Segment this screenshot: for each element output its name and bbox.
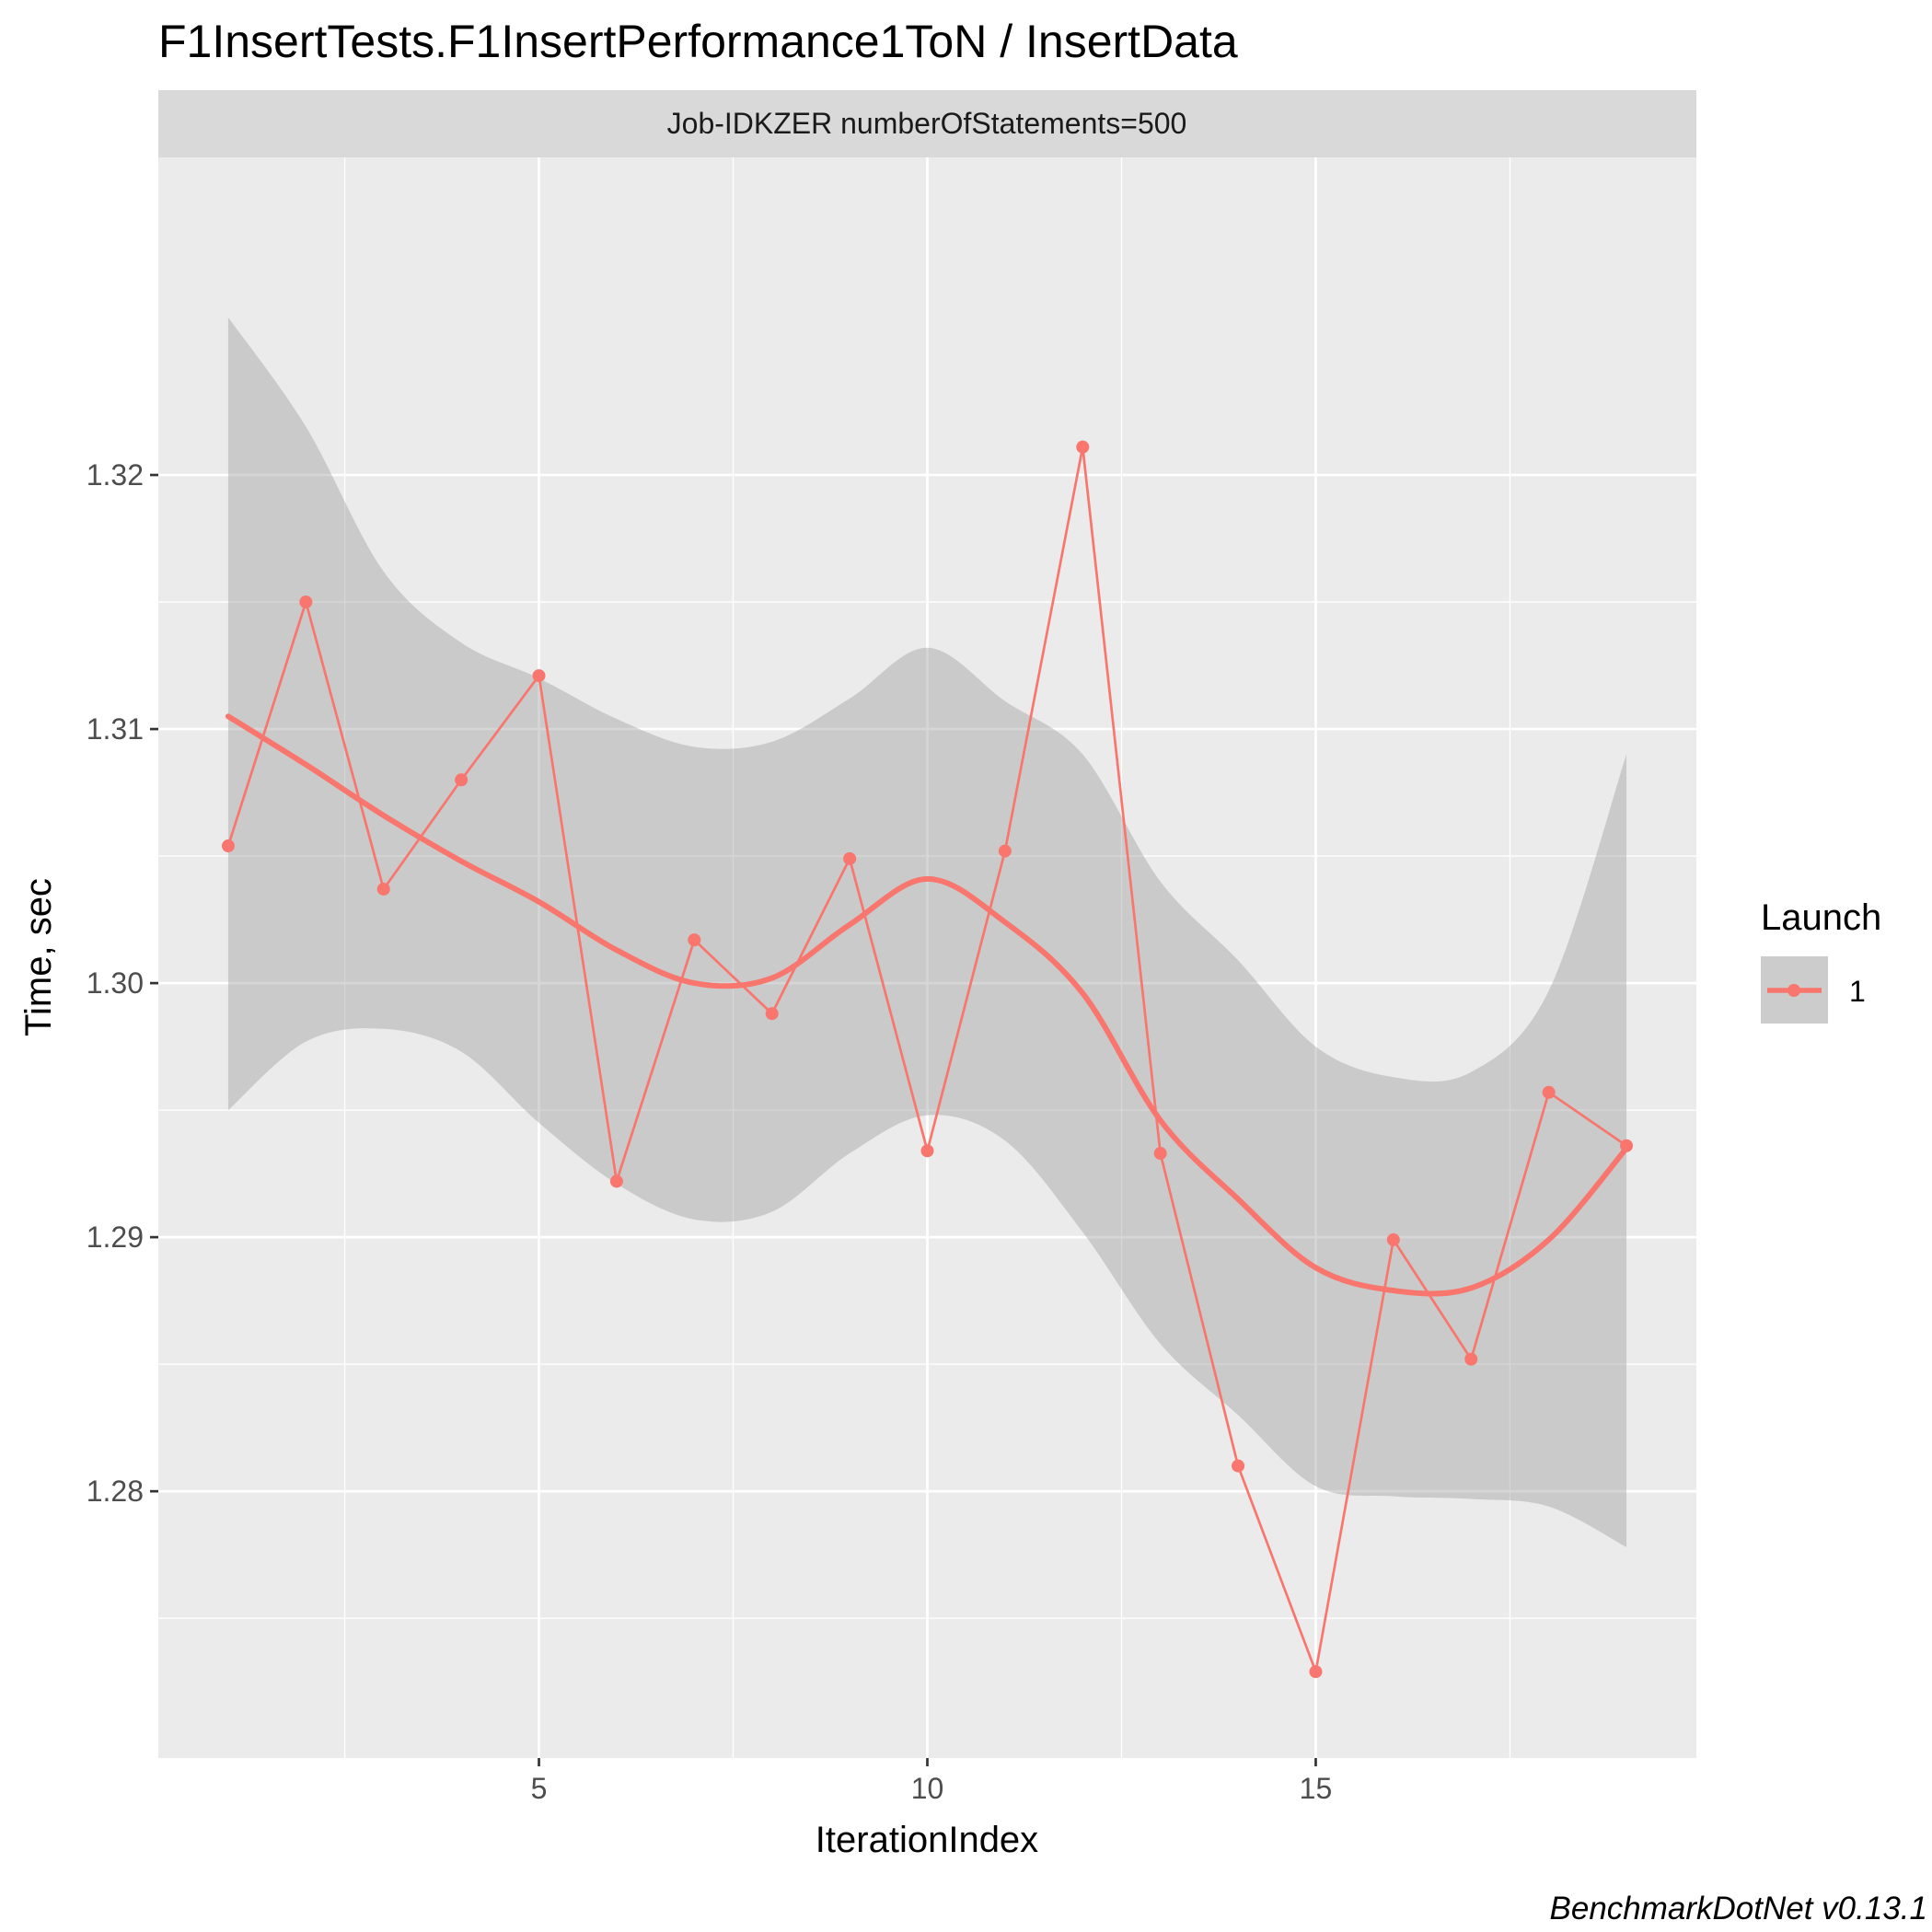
data-point bbox=[765, 1007, 779, 1021]
y-tick-label: 1.31 bbox=[87, 712, 144, 746]
y-tick-label: 1.29 bbox=[87, 1221, 144, 1254]
smooth-curve bbox=[225, 713, 1630, 1297]
data-point bbox=[1309, 1665, 1323, 1679]
y-tick-label: 1.30 bbox=[87, 966, 144, 1000]
data-point bbox=[609, 1174, 623, 1188]
data-point bbox=[843, 851, 857, 865]
data-point bbox=[455, 773, 469, 787]
y-tick-label: 1.32 bbox=[87, 458, 144, 492]
legend-key-point bbox=[1787, 984, 1800, 997]
data-point bbox=[1076, 440, 1090, 454]
y-axis-ticks: 1.28 1.29 1.30 1.31 1.32 bbox=[87, 458, 158, 1508]
data-points bbox=[221, 440, 1634, 1679]
data-point bbox=[1542, 1085, 1556, 1099]
data-point bbox=[1386, 1232, 1400, 1246]
facet-strip-label: Job-IDKZER numberOfStatements=500 bbox=[667, 107, 1187, 140]
x-axis-title: IterationIndex bbox=[816, 1820, 1038, 1860]
facet-strip bbox=[158, 90, 1696, 157]
major-gridlines bbox=[158, 157, 1696, 1758]
y-tick-label: 1.28 bbox=[87, 1475, 144, 1508]
data-point bbox=[299, 596, 313, 609]
x-tick-label: 10 bbox=[911, 1772, 944, 1805]
data-point bbox=[1464, 1352, 1478, 1366]
legend-label-1: 1 bbox=[1849, 975, 1866, 1008]
data-point bbox=[532, 669, 546, 683]
data-point bbox=[1232, 1459, 1245, 1473]
chart-caption: BenchmarkDotNet v0.13.1 bbox=[1550, 1891, 1927, 1926]
x-tick-label: 5 bbox=[531, 1772, 548, 1805]
chart-title: F1InsertTests.F1InsertPerformance1ToN / … bbox=[158, 16, 1238, 67]
smooth-curve-line bbox=[225, 713, 1630, 1297]
legend-title: Launch bbox=[1761, 897, 1881, 938]
x-axis-ticks: 5 10 15 bbox=[531, 1758, 1333, 1805]
data-point bbox=[1153, 1147, 1167, 1161]
x-tick-label: 15 bbox=[1300, 1772, 1333, 1805]
data-point bbox=[688, 933, 701, 947]
data-point bbox=[920, 1144, 934, 1158]
y-axis-title: Time, sec bbox=[18, 878, 59, 1036]
data-point bbox=[998, 844, 1012, 858]
data-point bbox=[376, 882, 390, 896]
legend: Launch 1 bbox=[1761, 897, 1881, 1024]
data-point bbox=[221, 839, 235, 853]
